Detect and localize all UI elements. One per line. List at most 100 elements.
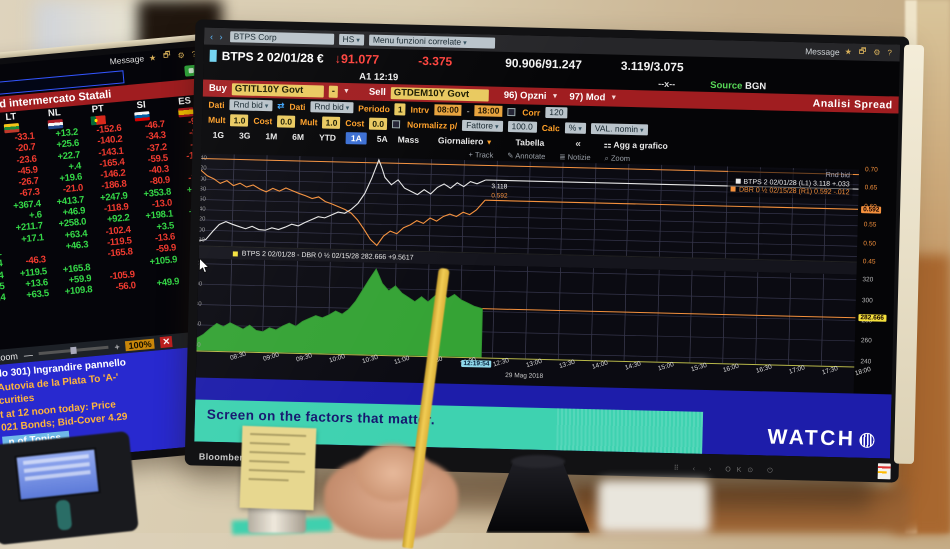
svg-text:0.592: 0.592: [491, 192, 508, 199]
legend-color-key: [735, 178, 740, 183]
panel-icon[interactable]: 🗗: [859, 45, 869, 59]
axis-tick: 2.00: [199, 227, 205, 233]
chart-tool-track[interactable]: + Track: [468, 150, 493, 160]
param-dropdown[interactable]: 100.0: [507, 121, 537, 133]
legend-entry: DBR 0 ½ 02/15/28 (R1) 0.592 -.012: [731, 186, 850, 197]
chevron-down-icon[interactable]: ▼: [610, 95, 617, 102]
tab-1a[interactable]: 1A: [346, 132, 367, 145]
dash-separator: -: [467, 105, 470, 115]
chart-tool-notizie[interactable]: ≣ Notizie: [559, 152, 591, 162]
star-icon[interactable]: ★: [845, 47, 854, 56]
zoom-minus-button[interactable]: —: [23, 349, 33, 360]
time-tick: 13:00: [525, 358, 543, 369]
phone-screen: [14, 447, 100, 501]
help-icon[interactable]: ?: [887, 48, 894, 57]
mod-menu[interactable]: 97) Mod: [569, 92, 605, 104]
spread-cell: +109.8: [48, 284, 92, 299]
left-axis: 3.403.203.002.802.602.402.202.001.80: [199, 154, 214, 246]
hs-dropdown[interactable]: HS: [338, 34, 364, 46]
param-dropdown[interactable]: Rnd bid: [310, 101, 353, 113]
add-to-chart-button[interactable]: ⚏ Agg a grafico: [604, 139, 668, 152]
mouse-cursor: [198, 258, 209, 274]
param-input[interactable]: 0.0: [277, 115, 295, 127]
param-input[interactable]: 1.0: [230, 114, 248, 126]
zoom-value[interactable]: 100%: [125, 338, 155, 351]
country-code: PT: [76, 103, 120, 117]
checkbox[interactable]: [392, 120, 400, 128]
chart-tool-zoom[interactable]: ⌕ Zoom: [604, 153, 630, 164]
time-tick: 14:00: [591, 359, 609, 370]
message-label[interactable]: Message: [805, 46, 840, 57]
message-label[interactable]: Message: [109, 53, 144, 66]
time-tick: 15:00: [657, 361, 675, 372]
chevron-down-icon[interactable]: ▼: [551, 93, 558, 100]
param-label: Calc: [542, 122, 560, 132]
buy-extra-input[interactable]: -: [329, 85, 338, 97]
gear-icon[interactable]: ⚙: [177, 50, 187, 60]
zoom-slider[interactable]: [39, 346, 109, 355]
checkbox[interactable]: [507, 107, 515, 115]
axis-tick: 0.50: [863, 240, 876, 247]
swap-icon[interactable]: ⇄: [277, 100, 284, 111]
time-tick: 09:00: [262, 351, 280, 362]
tab-1m[interactable]: 1M: [260, 130, 282, 143]
related-functions-menu[interactable]: Menu funzioni correlate: [369, 35, 495, 49]
tab-3g[interactable]: 3G: [234, 129, 256, 142]
param-input[interactable]: 08:00: [434, 104, 462, 116]
bid-ask: 90.906/91.247: [505, 55, 582, 71]
monitor-buttons[interactable]: ⠿ ‹ › OK⊙ ⏻: [674, 464, 779, 476]
collapse-icon[interactable]: «: [575, 138, 581, 149]
phone-dpad: [55, 499, 72, 530]
spread-chart-panel[interactable]: 320300280260240 320300280260240282.666: [196, 258, 856, 366]
energy-label-sticker: [878, 463, 891, 479]
panel-icon[interactable]: 🗗: [162, 49, 173, 64]
sell-security-input[interactable]: GTDEM10Y Govt: [391, 87, 489, 101]
back-forward-icons[interactable]: ‹ ›: [210, 31, 225, 41]
param-label: Mult: [208, 114, 226, 124]
axis-tick: 300: [196, 281, 202, 287]
right-monitor-screen: ‹ › BTPS Corp HS Menu funzioni correlate…: [194, 28, 900, 459]
tabella-button[interactable]: Tabella: [516, 137, 545, 148]
gear-icon[interactable]: ⚙: [873, 48, 882, 57]
axis-tick: 0.45: [863, 258, 876, 265]
param-label: Periodo: [358, 103, 390, 114]
tab-ytd[interactable]: YTD: [314, 131, 341, 144]
time-tick: 18:00: [854, 366, 872, 377]
zoom-plus-button[interactable]: +: [114, 341, 120, 351]
axis-tick: 1.80: [199, 237, 205, 243]
chevron-down-icon[interactable]: ▼: [343, 88, 350, 95]
tab-1g[interactable]: 1G: [208, 129, 230, 142]
axis-tick: 300: [862, 297, 873, 304]
mass-label[interactable]: Mass: [398, 134, 420, 145]
param-label: Dati: [289, 101, 305, 111]
no-quote-mark: --x--: [658, 79, 675, 89]
right-axis: 0.700.650.600.550.500.450.592: [859, 170, 897, 263]
param-dropdown[interactable]: Rnd bid: [229, 99, 272, 111]
country-code: NL: [32, 107, 76, 121]
tab-6m[interactable]: 6M: [287, 131, 309, 144]
param-dropdown[interactable]: 120: [545, 107, 567, 119]
axis-tick: 320: [862, 276, 873, 283]
param-dropdown[interactable]: %: [565, 122, 586, 134]
yield-chart-panel[interactable]: 3.1180.592 3.403.203.002.802.602.402.202…: [199, 154, 859, 263]
param-input[interactable]: 1: [395, 103, 406, 115]
chart-tool-annotate[interactable]: ✎ Annotate: [507, 151, 545, 161]
tab-5a[interactable]: 5A: [372, 133, 393, 146]
chart-legend: Rnd bidBTPS 2 02/01/28 (L1) 3.118 +.033D…: [728, 168, 853, 199]
axis-tick: 240: [860, 358, 871, 365]
country-code: SI: [119, 99, 163, 113]
param-dropdown[interactable]: Fattore: [462, 120, 503, 132]
star-icon[interactable]: ★: [149, 53, 159, 63]
param-input[interactable]: 0.0: [369, 117, 387, 129]
param-input[interactable]: 1.0: [322, 116, 340, 128]
ticker-input[interactable]: BTPS Corp: [230, 31, 334, 45]
close-icon[interactable]: ✕: [160, 336, 173, 348]
spread-cell: +49.9: [135, 276, 179, 291]
axis-tick: 0.55: [864, 221, 877, 228]
freq-dropdown[interactable]: Giornaliero ▼: [438, 135, 493, 146]
param-input[interactable]: 18:00: [474, 105, 502, 117]
param-dropdown[interactable]: VAL. nomin: [591, 123, 648, 135]
axis-tick: 2.60: [199, 196, 206, 202]
buy-security-input[interactable]: GTITL10Y Govt: [232, 83, 324, 97]
opzni-menu[interactable]: 96) Opzni: [504, 90, 547, 102]
